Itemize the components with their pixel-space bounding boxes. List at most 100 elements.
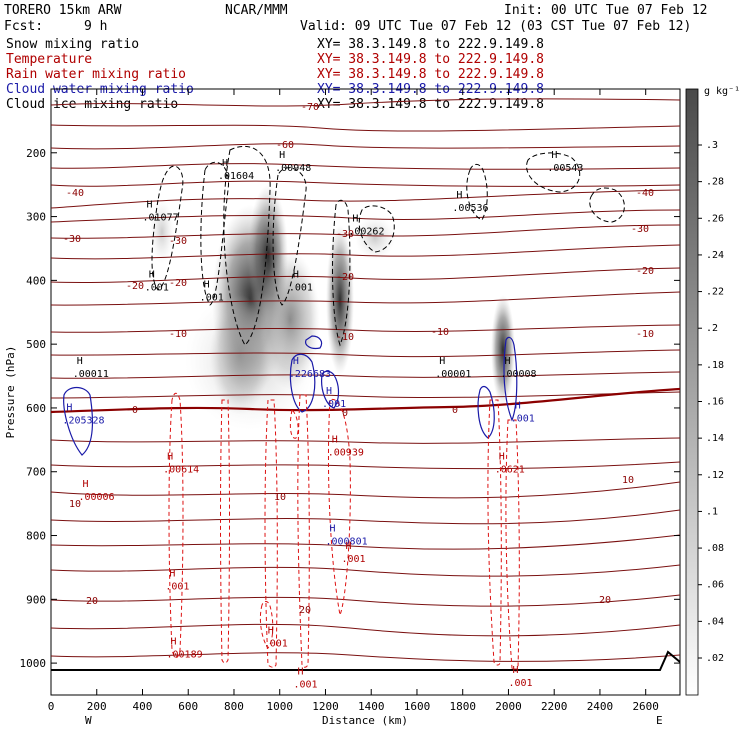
east-label: E — [656, 714, 663, 727]
high-marker: H — [329, 524, 335, 535]
contour-minus-60a — [51, 124, 680, 132]
extremum-value: .001 — [165, 581, 189, 592]
field-legend: Snow mixing ratio XY= 38.3.149.8 to 222.9… — [6, 37, 544, 112]
colorbar-ticks: .3 .28 .26 .24 .22 .2 .18 .16 .14 .12 .1 .08 .06 .04.… — [698, 140, 724, 664]
high-marker: H — [352, 214, 358, 225]
high-marker: H — [77, 356, 83, 367]
high-marker: H — [169, 568, 175, 579]
colorbar-unit: g kg⁻¹ — [704, 86, 740, 97]
colorbar-tick-label: .2 — [706, 323, 718, 334]
temperature-contours — [51, 98, 680, 662]
ice-contour-5 — [332, 199, 351, 347]
plot-area: -70 -60 -40 -40 -30 -30 -30 -30 -20 -20 -20 -20 -10 -… — [50, 88, 681, 696]
extremum-value: .000801 — [325, 537, 367, 548]
high-marker: H — [551, 150, 557, 161]
x-tick-label: 1000 — [266, 700, 293, 713]
rain-contour-4 — [289, 409, 299, 439]
plot-frame — [50, 88, 681, 696]
high-marker: H — [268, 626, 274, 637]
field-name: Rain water mixing ratio — [6, 67, 186, 82]
snow-core-3 — [491, 295, 515, 405]
extremum-value: .001 — [200, 292, 224, 303]
contour-plus-20 — [51, 594, 680, 607]
contour-plus-15a — [51, 534, 680, 550]
contour-plus-25 — [51, 652, 680, 662]
y-axis-title: Pressure (hPa) — [4, 346, 17, 439]
high-marker: H — [456, 190, 462, 201]
contour-label: 20 — [86, 596, 98, 607]
field-xy: XY= 38.3.149.8 to 222.9.149.8 — [317, 37, 544, 52]
snow-shading — [150, 185, 515, 430]
x-tick-label: 400 — [133, 700, 153, 713]
extremum-value: .00189 — [167, 650, 203, 661]
colorbar-tick-label: .24 — [706, 250, 724, 261]
high-marker: H — [82, 479, 88, 490]
contour-label: -10 — [636, 329, 654, 340]
contour-plus-5b — [51, 461, 680, 470]
high-marker: H — [204, 279, 210, 290]
extremum-value: .00006 — [78, 492, 114, 503]
contour-label: -10 — [431, 327, 449, 338]
field-xy: XY= 38.3.149.8 to 222.9.149.8 — [317, 97, 544, 112]
contour-minus-30 — [51, 224, 680, 239]
x-tick-label: 200 — [87, 700, 107, 713]
contour-minus-2 — [51, 391, 680, 399]
contour-label: -30 — [169, 236, 187, 247]
extremum-value: .00262 — [348, 227, 384, 238]
extremum-value: .00948 — [275, 163, 311, 174]
contour-minus-50a — [51, 163, 680, 170]
extremum-value: .0621 — [495, 465, 525, 476]
contour-label: -60 — [276, 140, 294, 151]
contour-plus-22 — [51, 623, 680, 637]
y-tick-label: 400 — [26, 274, 46, 287]
water-contour-6 — [503, 336, 518, 422]
colorbar-fill — [685, 88, 699, 696]
colorbar-tick-label: .26 — [706, 213, 724, 224]
high-marker: H — [326, 386, 332, 397]
contour-minus-5b — [51, 371, 680, 379]
contour-label: -10 — [336, 332, 354, 343]
contour-plus-12 — [51, 509, 680, 525]
colorbar-tick-label: .22 — [706, 287, 724, 298]
extremum-value: .01077 — [142, 213, 178, 224]
x-axis: 0 200 400 600 800 1000 1200 1400 1600 1800 2000 220… — [48, 89, 659, 713]
ice-contour-2 — [200, 161, 229, 306]
high-marker: H — [332, 434, 338, 445]
extremum-value: .001 — [508, 678, 532, 689]
contour-minus-50b — [51, 180, 680, 187]
contour-minus-20 — [51, 267, 680, 283]
x-tick-label: 2000 — [495, 700, 522, 713]
colorbar-tick-label: .18 — [706, 360, 724, 371]
extremum-value: .00536 — [452, 203, 488, 214]
forecast-label: Fcst: — [4, 19, 43, 34]
extremum-value: .00614 — [163, 465, 199, 476]
snow-plume-3 — [326, 225, 354, 375]
field-xy: XY= 38.3.149.8 to 222.9.149.8 — [317, 67, 544, 82]
contour-label: 20 — [599, 595, 611, 606]
y-tick-label: 1000 — [20, 657, 47, 670]
cloud-water-contours — [63, 335, 518, 456]
rain-contour-7 — [487, 399, 502, 666]
contour-minus-15 — [51, 291, 680, 306]
rain-contour-8 — [505, 419, 520, 672]
contour-label: 0 — [132, 405, 138, 416]
contour-label: -40 — [636, 188, 654, 199]
y-tick-label: 900 — [26, 593, 46, 606]
extremum-value: .00543 — [547, 163, 583, 174]
field-name: Snow mixing ratio — [6, 37, 139, 52]
extremum-value: .205328 — [62, 415, 104, 426]
x-tick-label: 1400 — [358, 700, 385, 713]
contour-label: -20 — [126, 281, 144, 292]
water-contour-5 — [477, 385, 495, 439]
extremum-value: .226683 — [289, 369, 331, 380]
ice-contour-4 — [272, 167, 307, 306]
y-tick-label: 300 — [26, 211, 46, 224]
cloud-ice-contours — [151, 145, 625, 347]
extremum-value: .001 — [145, 283, 169, 294]
contour-label: -70 — [301, 102, 319, 113]
water-contour-3 — [305, 335, 323, 350]
x-tick-label: 1600 — [404, 700, 431, 713]
extremum-value: .001 — [293, 680, 317, 691]
extremum-value: .001 — [289, 283, 313, 294]
